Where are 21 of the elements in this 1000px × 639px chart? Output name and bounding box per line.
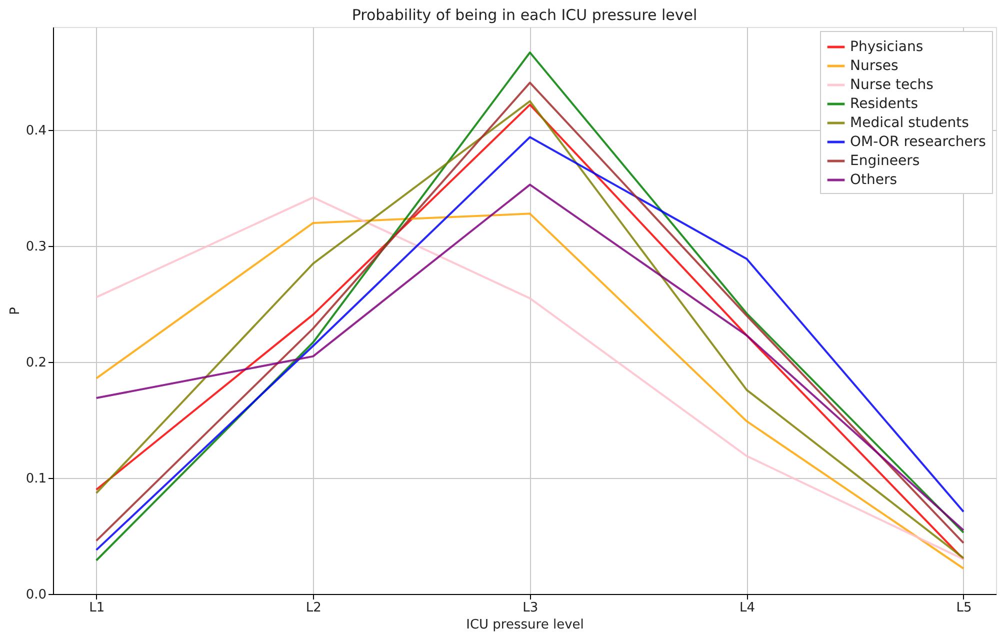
legend-label: Nurses	[850, 58, 898, 74]
legend-label: Engineers	[850, 153, 920, 169]
legend-label: Others	[850, 172, 898, 188]
x-axis-title: ICU pressure level	[466, 618, 584, 632]
x-tick-label: L1	[89, 600, 105, 616]
legend-label: OM-OR researchers	[850, 134, 986, 150]
y-tick-label: 0.0	[26, 588, 46, 602]
legend-label: Medical students	[850, 115, 969, 131]
y-tick-label: 0.1	[26, 472, 46, 487]
chart-title: Probability of being in each ICU pressure level	[352, 6, 698, 24]
x-tick-label: L4	[739, 600, 755, 616]
x-tick-label: L5	[956, 600, 972, 616]
y-tick-label: 0.2	[26, 356, 46, 371]
y-tick-label: 0.3	[26, 240, 46, 255]
legend-label: Physicians	[850, 39, 924, 55]
y-axis-title: P	[8, 306, 23, 315]
y-tick-label: 0.4	[26, 124, 46, 139]
legend-label: Residents	[850, 96, 918, 112]
legend-label: Nurse techs	[850, 77, 934, 93]
x-tick-label: L2	[306, 600, 322, 616]
x-tick-label: L3	[522, 600, 538, 616]
